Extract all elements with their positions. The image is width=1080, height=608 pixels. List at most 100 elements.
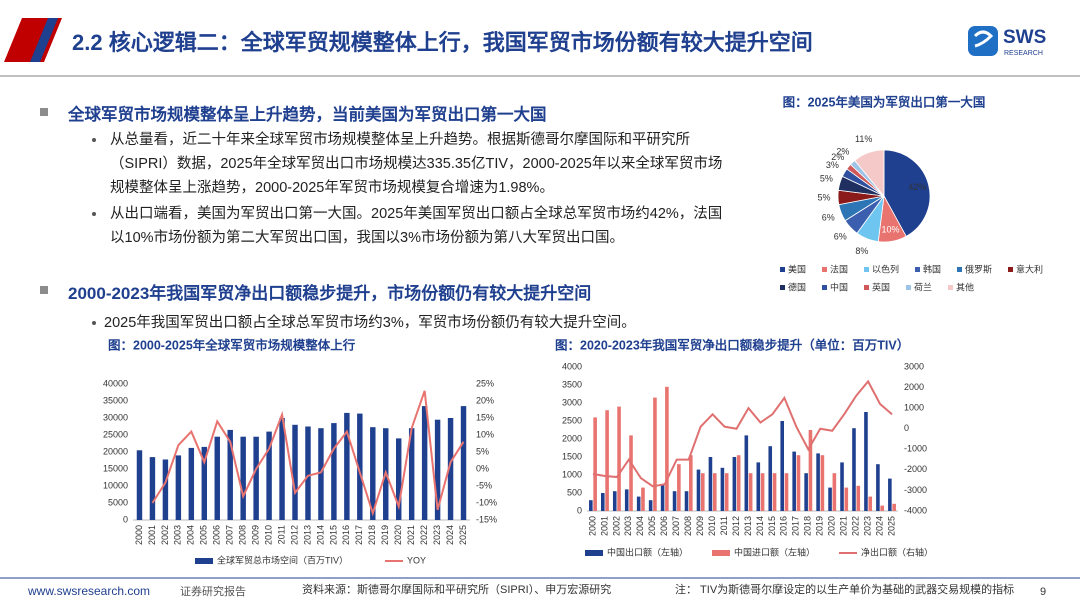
y2-tick-label: -10% xyxy=(476,497,497,507)
legend-label: 美国 xyxy=(788,263,806,274)
x-tick-label: 2010 xyxy=(707,516,717,536)
bar xyxy=(820,455,825,511)
bar xyxy=(593,417,597,511)
bar xyxy=(175,455,182,520)
x-tick-label: 2003 xyxy=(173,525,183,545)
x-tick-label: 2025 xyxy=(458,525,468,545)
legend-swatch xyxy=(906,285,911,290)
x-tick-label: 2023 xyxy=(862,516,872,536)
x-tick-label: 2016 xyxy=(341,525,351,545)
bar xyxy=(605,410,609,511)
bar xyxy=(832,473,837,511)
bar xyxy=(318,428,324,520)
y-tick-label: 2500 xyxy=(562,415,582,425)
y2-tick-label: -15% xyxy=(476,514,497,524)
bar xyxy=(844,487,849,511)
x-tick-label: 2023 xyxy=(432,525,442,545)
bar xyxy=(201,446,208,520)
line-series xyxy=(592,379,893,488)
x-tick-label: 2011 xyxy=(719,516,729,535)
data-label: 11% xyxy=(855,134,872,144)
legend-label: 法国 xyxy=(830,263,848,274)
x-tick-label: 2007 xyxy=(225,525,235,545)
x-tick-label: 2004 xyxy=(635,516,645,536)
x-tick-label: 2013 xyxy=(302,525,312,545)
legend-label: 中国进口额（左轴） xyxy=(734,546,815,557)
y-tick-label: 40000 xyxy=(103,378,128,388)
y2-tick-label: 2000 xyxy=(904,382,924,392)
legend-swatch xyxy=(780,267,785,272)
x-tick-label: 2022 xyxy=(851,516,861,536)
bar xyxy=(840,462,844,511)
legend-label: 意大利 xyxy=(1016,263,1043,274)
bar xyxy=(331,423,337,520)
bullet-dot xyxy=(92,138,96,142)
y2-tick-label: 15% xyxy=(476,412,494,422)
y-tick-label: 35000 xyxy=(103,395,128,405)
y-tick-label: 20000 xyxy=(103,446,128,456)
y2-tick-label: -1000 xyxy=(904,444,927,454)
bar xyxy=(677,464,681,511)
bar xyxy=(370,427,376,520)
x-tick-label: 2008 xyxy=(238,525,248,545)
bar xyxy=(684,491,689,511)
bar xyxy=(720,467,725,511)
legend-swatch xyxy=(822,267,827,272)
bar xyxy=(344,412,350,520)
footer-note: 注： TIV为斯德哥尔摩设定的以生产单价为基础的武器交易规模的指标 xyxy=(675,582,1014,596)
bar xyxy=(395,438,402,520)
y2-tick-label: -2000 xyxy=(904,464,927,474)
x-tick-label: 2018 xyxy=(803,516,813,536)
x-tick-label: 2000 xyxy=(587,516,597,536)
logo-icon xyxy=(973,30,994,48)
bar xyxy=(756,462,761,511)
bar xyxy=(712,473,717,511)
bar xyxy=(892,503,896,511)
y2-tick-label: 3000 xyxy=(904,361,924,371)
logo-subtext: RESEARCH xyxy=(1004,50,1043,57)
bar xyxy=(589,500,593,511)
page-number: 9 xyxy=(1040,586,1046,598)
x-tick-label: 2008 xyxy=(683,516,693,536)
bar xyxy=(240,436,246,520)
bar xyxy=(736,455,741,511)
bar xyxy=(641,487,645,511)
x-tick-label: 2012 xyxy=(731,516,741,536)
bar xyxy=(665,386,669,511)
y-tick-label: 500 xyxy=(567,487,582,497)
bar xyxy=(292,424,298,520)
bar xyxy=(136,450,143,520)
bar xyxy=(612,491,617,511)
x-tick-label: 2020 xyxy=(393,525,403,545)
x-tick-label: 2002 xyxy=(160,525,170,545)
data-label: 5% xyxy=(820,174,833,184)
bar xyxy=(672,491,677,511)
x-tick-label: 2015 xyxy=(767,516,777,536)
chart-title: 图：2025年美国为军贸出口第一大国 xyxy=(783,94,986,109)
slide-title: 2.2 核心逻辑二：全球军贸规模整体上行，我国军贸市场份额有较大提升空间 xyxy=(72,30,813,55)
bar xyxy=(629,435,633,511)
section-heading: 全球军贸市场规模整体呈上升趋势，当前美国为军贸出口第一大国 xyxy=(68,106,547,124)
bar xyxy=(808,430,813,511)
y-tick-label: 15000 xyxy=(103,463,128,473)
bar xyxy=(804,473,808,511)
x-tick-label: 2015 xyxy=(328,525,338,545)
bar xyxy=(724,473,729,511)
x-tick-label: 2017 xyxy=(791,516,801,536)
bar xyxy=(856,485,861,511)
bar xyxy=(792,451,796,511)
y2-tick-label: 5% xyxy=(476,446,489,456)
section-heading: 2000-2023年我国军贸净出口额稳步提升，市场份额仍有较大提升空间 xyxy=(68,284,592,303)
legend-label: 中国出口额（左轴） xyxy=(607,546,688,557)
x-tick-label: 2006 xyxy=(212,525,222,545)
bullet-text: 2025年我国军贸出口额占全球总军贸市场约3%，军贸市场份额仍有较大提升空间。 xyxy=(104,315,636,331)
bar xyxy=(748,473,753,511)
bar xyxy=(852,428,856,511)
bar xyxy=(760,473,765,511)
bar xyxy=(732,457,737,511)
y-tick-label: 0 xyxy=(577,505,582,515)
bar xyxy=(357,413,363,520)
chart-title: 图：2020-2023年我国军贸净出口额稳步提升（单位：百万TIV） xyxy=(555,337,909,352)
bar xyxy=(253,436,259,520)
